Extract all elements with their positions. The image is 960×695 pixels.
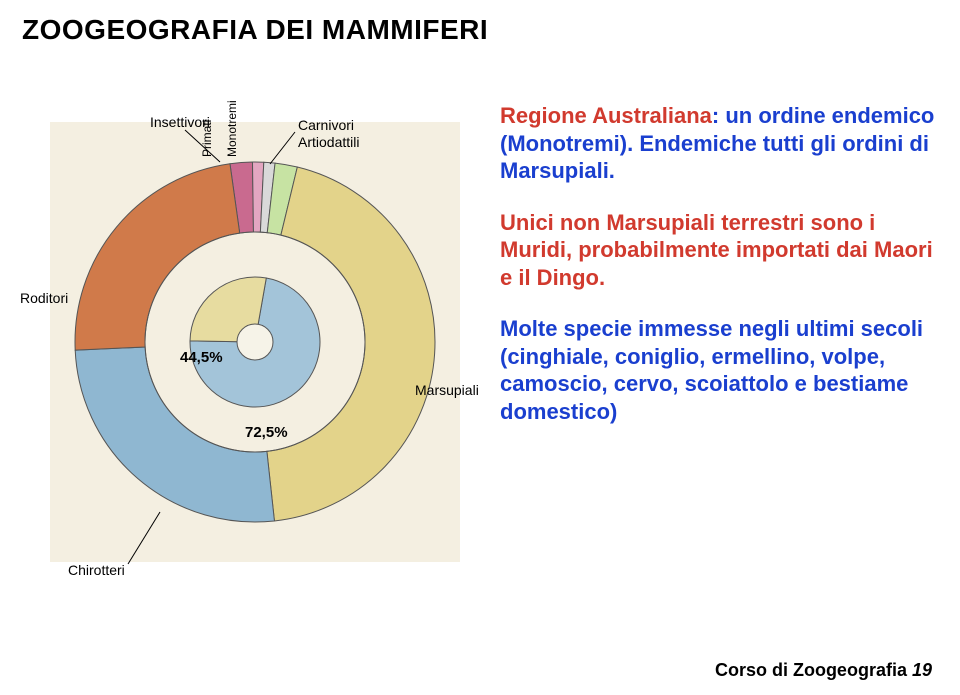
paragraph-terrestrial: Unici non Marsupiali terrestri sono i Mu… <box>500 209 940 292</box>
content-row: 44,5%72,5%InsettivoriCarnivoriArtiodatti… <box>20 62 940 582</box>
nested-pie-chart: 44,5%72,5%InsettivoriCarnivoriArtiodatti… <box>20 62 490 582</box>
paragraph-introduced: Molte specie immesse negli ultimi secoli… <box>500 315 940 425</box>
chart-category-label: Marsupiali <box>415 382 479 398</box>
chart-category-label: Carnivori <box>298 117 354 133</box>
chart-column: 44,5%72,5%InsettivoriCarnivoriArtiodatti… <box>20 62 490 582</box>
chart-category-label: Chirotteri <box>68 562 125 578</box>
paragraph-region: Regione Australiana: un ordine endemico … <box>500 102 940 185</box>
text-run: Regione Australiana <box>500 103 712 128</box>
text-run: Unici non Marsupiali terrestri sono i Mu… <box>500 210 933 290</box>
chart-category-label-vertical: Monotremi <box>225 100 239 157</box>
pie-svg: 44,5% 72,5% <box>20 62 490 582</box>
text-run: Molte specie immesse negli ultimi secoli… <box>500 316 923 424</box>
text-column: Regione Australiana: un ordine endemico … <box>490 62 940 449</box>
chart-text: 72,5% <box>245 424 288 441</box>
chart-category-label-vertical: Primati <box>200 120 214 157</box>
chart-text: 44,5% <box>180 349 223 366</box>
page-footer: Corso di Zoogeografia 19 <box>715 660 932 681</box>
page-title: ZOOGEOGRAFIA DEI MAMMIFERI <box>22 14 940 46</box>
footer-text: Corso di Zoogeografia <box>715 660 912 680</box>
chart-category-label: Roditori <box>20 290 68 306</box>
chart-category-label: Artiodattili <box>298 134 359 150</box>
footer-page-number: 19 <box>912 660 932 680</box>
